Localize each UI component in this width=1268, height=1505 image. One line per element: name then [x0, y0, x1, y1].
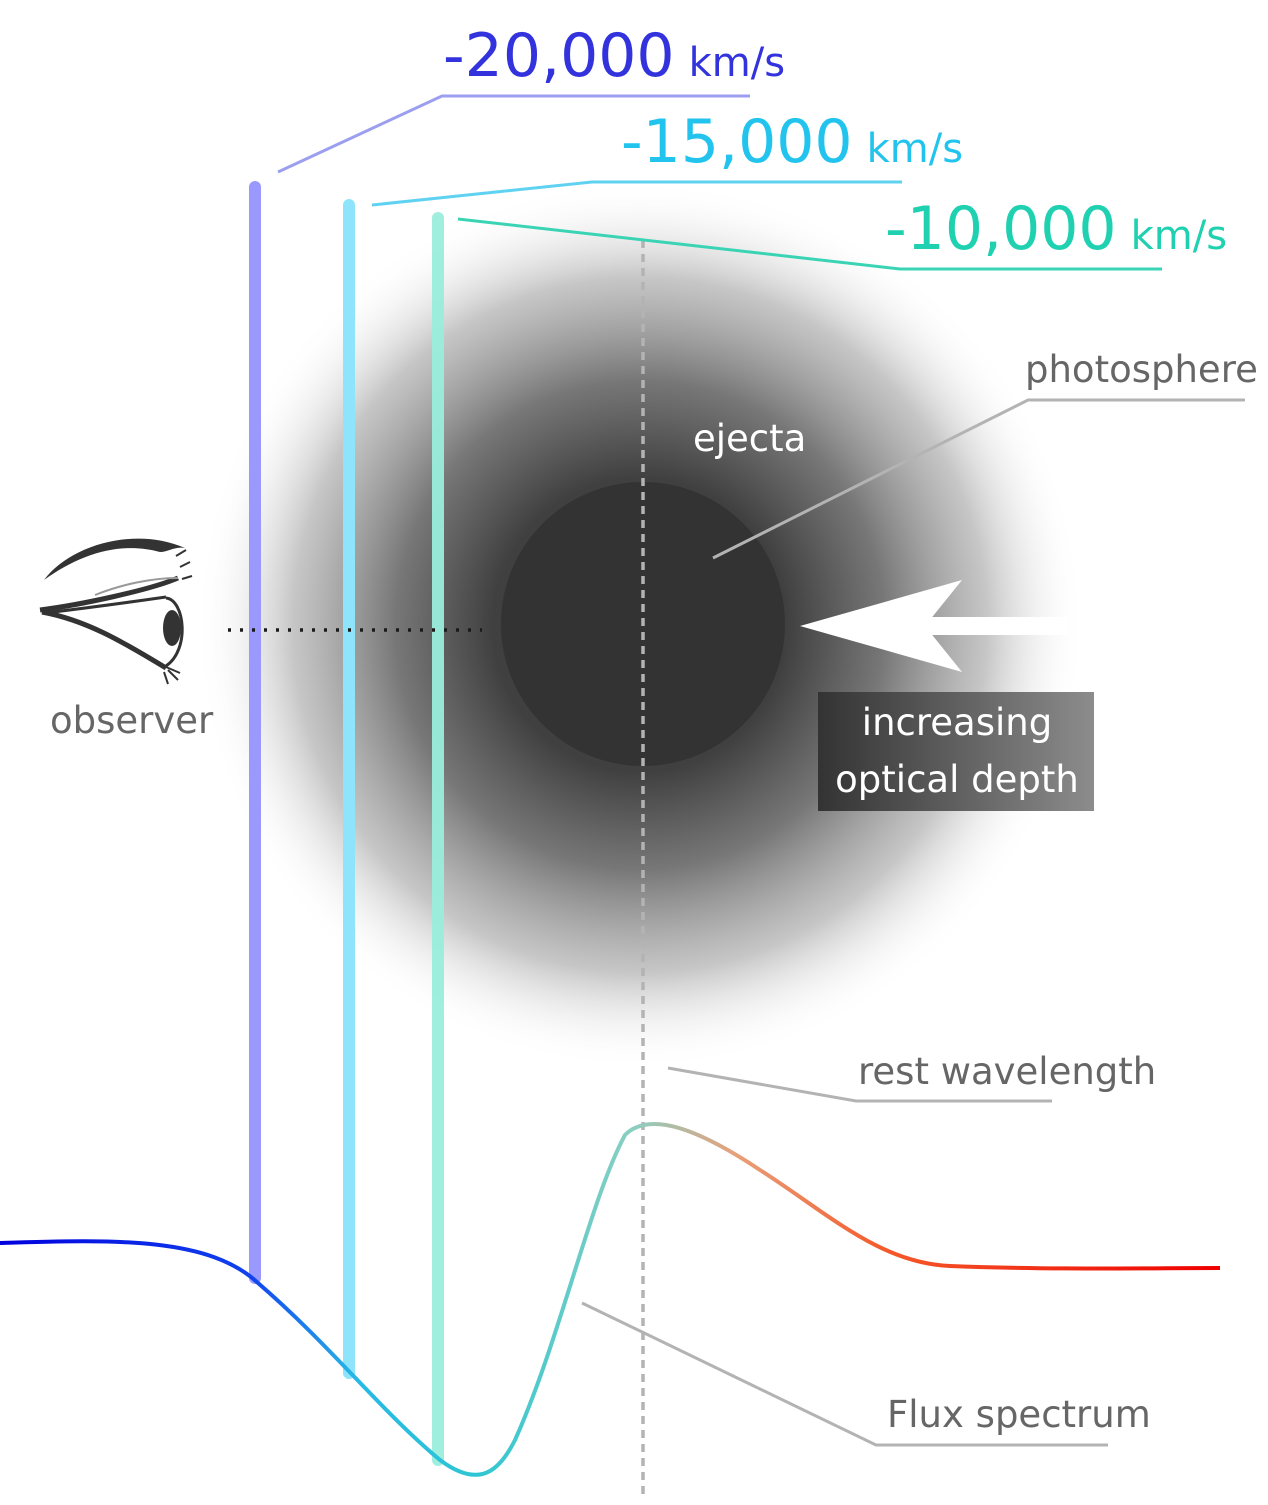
- observer-label: observer: [50, 699, 214, 742]
- velocity-label-15000: -15,000 km/s: [371, 107, 963, 207]
- flux-spectrum-curve: [0, 1121, 1221, 1477]
- velocity-label-20000: -20,000 km/s: [277, 21, 785, 174]
- velocity-number-10000: -10,000: [885, 194, 1117, 264]
- photosphere-leader: [712, 398, 1245, 560]
- optical-depth-label-line1: increasing: [862, 701, 1052, 744]
- optical-depth-label-line2: optical depth: [835, 758, 1079, 801]
- velocity-unit-15000: km/s: [867, 126, 963, 172]
- flux-spectrum-leader: [581, 1301, 1108, 1447]
- arrow-left-icon: [800, 580, 1068, 672]
- flux-spectrum-label: Flux spectrum: [887, 1393, 1151, 1436]
- velocity-number-20000: -20,000: [443, 21, 675, 91]
- velocity-unit-10000: km/s: [1131, 213, 1227, 259]
- velocity-number-15000: -15,000: [621, 107, 853, 177]
- rest-wavelength-label: rest wavelength: [858, 1050, 1156, 1093]
- photosphere-label: photosphere: [1025, 348, 1258, 391]
- rest-wavelength-leader: [667, 1066, 1052, 1103]
- velocity-leader-20000: [277, 94, 750, 174]
- optical-depth-box: [818, 692, 1094, 811]
- eye-icon: [39, 538, 193, 685]
- ejecta-label: ejecta: [693, 417, 806, 460]
- velocity-leader-15000: [371, 180, 902, 207]
- velocity-unit-20000: km/s: [689, 40, 785, 86]
- velocity-label-10000: -10,000 km/s: [457, 194, 1227, 271]
- velocity-leader-10000: [457, 217, 1162, 271]
